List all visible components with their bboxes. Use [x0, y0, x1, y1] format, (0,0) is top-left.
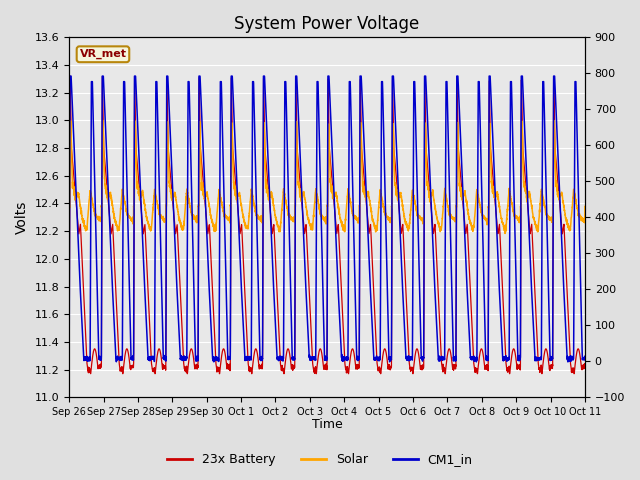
Title: System Power Voltage: System Power Voltage: [234, 15, 420, 33]
X-axis label: Time: Time: [312, 419, 342, 432]
Text: VR_met: VR_met: [79, 49, 127, 60]
Legend: 23x Battery, Solar, CM1_in: 23x Battery, Solar, CM1_in: [163, 448, 477, 471]
Y-axis label: Volts: Volts: [15, 201, 29, 234]
